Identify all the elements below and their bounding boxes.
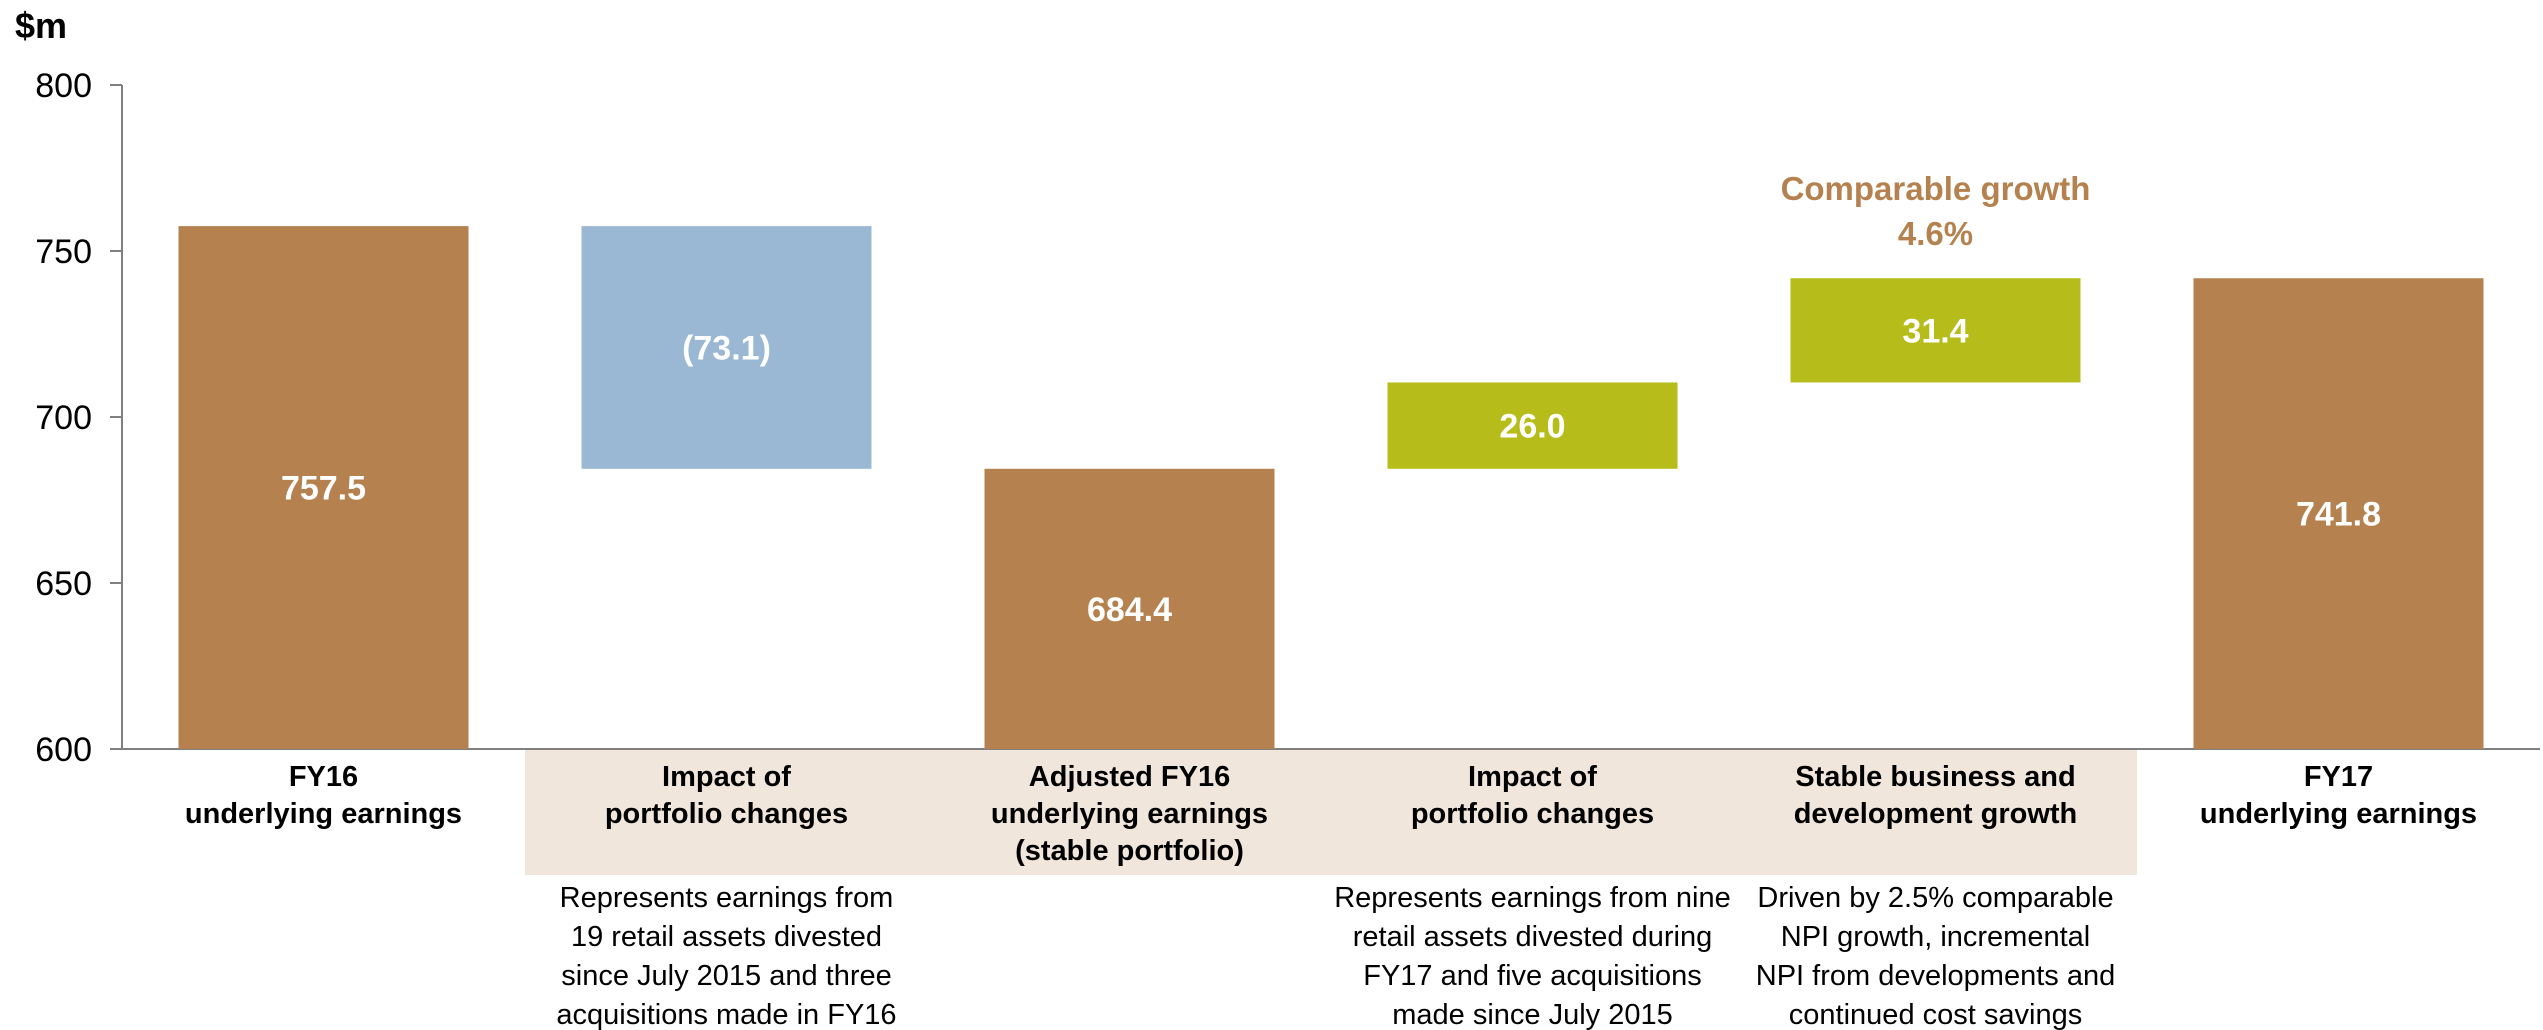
category-label: development growth (1794, 798, 2078, 830)
y-tick-label: 650 (35, 565, 92, 603)
bar-value-label: 26.0 (1499, 408, 1565, 446)
comparable-growth-annotation: 4.6% (1898, 215, 1973, 252)
y-tick-label: 750 (35, 233, 92, 271)
bar-decrease (581, 226, 872, 469)
bar-description: Represents earnings from nine (1334, 882, 1731, 914)
category-label: Adjusted FY16 (1029, 761, 1230, 793)
bar-description: acquisitions made in FY16 (556, 999, 896, 1030)
category-label: underlying earnings (2200, 798, 2477, 830)
bar-value-label: 757.5 (281, 470, 366, 508)
bar-description: NPI from developments and (1756, 960, 2115, 992)
bar-total (2193, 278, 2484, 749)
category-band-layer (525, 750, 2137, 875)
bar-value-label: 741.8 (2296, 496, 2381, 534)
y-tick-label: 800 (35, 67, 92, 105)
bar-description: NPI growth, incremental (1781, 921, 2090, 953)
category-label: (stable portfolio) (1015, 835, 1244, 867)
bar-total (178, 226, 469, 750)
bar-increase (1387, 382, 1678, 469)
category-label: portfolio changes (605, 798, 848, 830)
bars-layer (178, 226, 2484, 750)
labels-layer: 757.5 FY16 underlying earnings (73.1) Impact… (185, 170, 2477, 1030)
category-label: Impact of (1468, 761, 1597, 793)
bar-description: since July 2015 and three (561, 960, 892, 992)
bar-value-label: 684.4 (1087, 591, 1172, 629)
bar-description: retail assets divested during (1353, 921, 1712, 953)
y-tick-label: 600 (35, 731, 92, 769)
y-tick-label: 700 (35, 399, 92, 437)
category-label: portfolio changes (1411, 798, 1654, 830)
category-label: Stable business and (1795, 761, 2075, 793)
bar-description: FY17 and five acquisitions (1363, 960, 1702, 992)
category-label: underlying earnings (185, 798, 462, 830)
category-label: FY16 (289, 761, 358, 793)
category-highlight-band (525, 750, 2137, 875)
bar-description: 19 retail assets divested (571, 921, 882, 953)
bar-description: made since July 2015 (1392, 999, 1673, 1030)
bar-value-label: (73.1) (682, 329, 771, 367)
bar-description: Represents earnings from (560, 882, 894, 914)
bar-increase (1790, 278, 2081, 383)
bar-description: continued cost savings (1789, 999, 2082, 1030)
category-label: underlying earnings (991, 798, 1268, 830)
comparable-growth-annotation: Comparable growth (1781, 170, 2091, 207)
category-label: FY17 (2304, 761, 2373, 793)
y-unit-label: $m (15, 5, 67, 46)
y-axis: $m 600 650 700 750 800 (15, 5, 2540, 769)
bar-description: Driven by 2.5% comparable (1757, 882, 2113, 914)
category-label: Impact of (662, 761, 791, 793)
bar-total (984, 468, 1275, 749)
bar-value-label: 31.4 (1902, 312, 1968, 350)
